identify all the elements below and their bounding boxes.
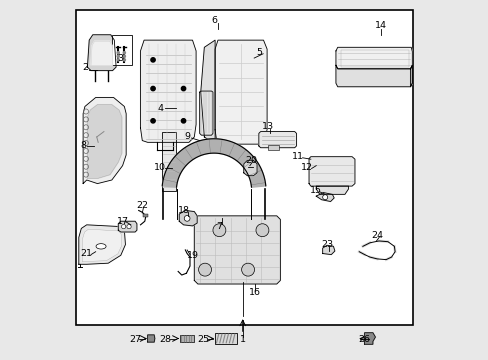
- Polygon shape: [147, 335, 155, 342]
- Text: 24: 24: [370, 231, 383, 240]
- Text: 11: 11: [292, 152, 304, 161]
- Text: 3: 3: [118, 54, 123, 63]
- Text: 10: 10: [154, 163, 166, 172]
- Circle shape: [126, 225, 131, 229]
- Polygon shape: [244, 160, 257, 176]
- Polygon shape: [79, 225, 125, 264]
- Text: 18: 18: [177, 206, 189, 215]
- Polygon shape: [91, 41, 112, 65]
- Circle shape: [241, 263, 254, 276]
- Bar: [267, 145, 278, 149]
- Circle shape: [184, 216, 190, 221]
- Polygon shape: [87, 105, 122, 178]
- Text: 17: 17: [116, 217, 128, 226]
- Polygon shape: [82, 229, 122, 261]
- Circle shape: [123, 59, 125, 61]
- Circle shape: [181, 86, 185, 91]
- Polygon shape: [201, 40, 215, 144]
- Circle shape: [212, 224, 225, 237]
- Circle shape: [123, 51, 125, 54]
- Bar: [76, 10, 412, 325]
- Polygon shape: [335, 65, 411, 87]
- Polygon shape: [162, 139, 265, 187]
- Polygon shape: [410, 65, 411, 87]
- Polygon shape: [199, 91, 212, 135]
- Text: 26: 26: [358, 335, 370, 344]
- Polygon shape: [308, 157, 354, 186]
- Text: 19: 19: [186, 251, 198, 260]
- Circle shape: [117, 55, 119, 57]
- Text: 12: 12: [301, 163, 313, 172]
- Bar: [112, 35, 131, 65]
- Circle shape: [322, 195, 327, 200]
- Text: 2: 2: [82, 63, 88, 72]
- Polygon shape: [87, 35, 116, 71]
- Bar: [143, 214, 147, 217]
- Circle shape: [255, 224, 268, 237]
- Circle shape: [151, 119, 155, 123]
- Text: 20: 20: [245, 156, 257, 165]
- Polygon shape: [316, 186, 348, 194]
- Polygon shape: [215, 40, 266, 144]
- Polygon shape: [316, 193, 333, 202]
- Text: 23: 23: [320, 240, 332, 249]
- Polygon shape: [179, 211, 197, 226]
- Text: 15: 15: [309, 186, 322, 195]
- Polygon shape: [364, 333, 375, 344]
- Circle shape: [117, 59, 119, 61]
- Text: 25: 25: [197, 335, 209, 344]
- Ellipse shape: [96, 244, 106, 249]
- Polygon shape: [83, 98, 126, 184]
- Polygon shape: [322, 245, 334, 255]
- Text: 6: 6: [211, 16, 217, 25]
- Bar: [215, 333, 236, 343]
- Circle shape: [117, 51, 119, 54]
- Text: 5: 5: [255, 48, 261, 57]
- Bar: [340, 50, 408, 67]
- Text: 9: 9: [184, 132, 190, 141]
- Bar: [180, 334, 193, 342]
- Circle shape: [123, 55, 125, 57]
- Text: 21: 21: [81, 249, 93, 258]
- Text: 14: 14: [374, 21, 386, 30]
- Text: 1: 1: [239, 335, 245, 344]
- Bar: [162, 132, 175, 191]
- Polygon shape: [194, 216, 280, 284]
- Polygon shape: [118, 221, 137, 232]
- Circle shape: [151, 58, 155, 62]
- Text: 28: 28: [159, 335, 171, 344]
- Circle shape: [151, 86, 155, 91]
- Text: 16: 16: [249, 288, 261, 297]
- Text: 22: 22: [136, 201, 148, 210]
- Text: 13: 13: [261, 122, 273, 131]
- Polygon shape: [258, 132, 296, 148]
- Circle shape: [121, 225, 125, 229]
- Polygon shape: [335, 47, 411, 69]
- Polygon shape: [140, 40, 196, 142]
- Text: 7: 7: [216, 222, 222, 231]
- Text: 27: 27: [129, 335, 141, 344]
- Circle shape: [181, 119, 185, 123]
- Circle shape: [198, 263, 211, 276]
- Text: 8: 8: [80, 141, 86, 150]
- Text: 4: 4: [157, 104, 163, 113]
